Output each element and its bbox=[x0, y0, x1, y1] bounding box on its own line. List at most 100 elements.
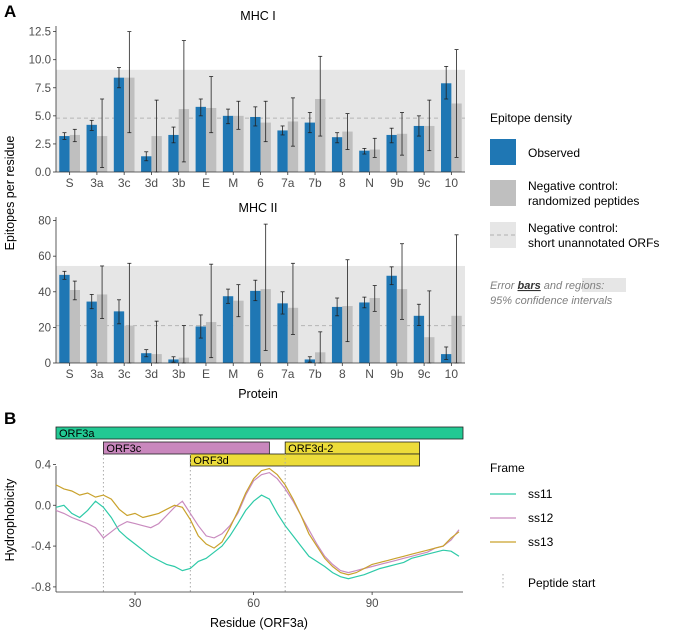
y-tick-label: 12.5 bbox=[29, 27, 51, 39]
orf-bar-orf3d bbox=[189, 453, 420, 467]
series-line-ss13 bbox=[55, 467, 460, 576]
x-tick-label-S: S bbox=[66, 176, 74, 190]
legend-frame: Frame ss11 ss12 ss13 Peptide start bbox=[490, 461, 596, 590]
y-tick-label: 0.0 bbox=[35, 500, 51, 512]
series-line-ss11 bbox=[55, 494, 460, 580]
x-tick-label-M: M bbox=[228, 367, 238, 381]
randomized-bar-S bbox=[69, 290, 80, 363]
x-tick-label-9b: 9b bbox=[390, 176, 404, 190]
randomized-bar-7a bbox=[287, 121, 299, 172]
x-tick-label-7b: 7b bbox=[308, 176, 322, 190]
legend-randomized-swatch bbox=[490, 180, 516, 206]
panel-a-letter: A bbox=[4, 2, 16, 21]
y-tick-label: 5.0 bbox=[35, 111, 51, 123]
x-tick-label-10: 10 bbox=[445, 176, 459, 190]
legend-a-title: Epitope density bbox=[490, 111, 572, 125]
mhc1-bar-chart: 0.0 2.5 5.0 7.5 10.0 12.5 S 3a 3c 3d 3b E M 6 7a 7b 8 N 9b… bbox=[29, 26, 465, 190]
observed-bar-3a bbox=[86, 124, 97, 172]
x-tick-label-M: M bbox=[228, 176, 238, 190]
x-tick-label-9c: 9c bbox=[418, 176, 431, 190]
x-tick-label-3d: 3d bbox=[145, 176, 158, 190]
observed-bar-9b bbox=[386, 134, 397, 172]
observed-bar-3b bbox=[168, 134, 179, 172]
observed-bar-6 bbox=[250, 116, 261, 172]
x-tick-label-6: 6 bbox=[257, 176, 264, 190]
x-tick-label-7a: 7a bbox=[281, 367, 295, 381]
observed-bar-6 bbox=[250, 290, 261, 363]
observed-bar-7b bbox=[304, 122, 316, 172]
observed-bar-3a bbox=[86, 301, 97, 363]
legend-orfs-label-1: Negative control: bbox=[528, 221, 618, 235]
observed-bar-M bbox=[222, 115, 234, 172]
note-regions-highlight bbox=[582, 278, 626, 292]
x-tick-label-S: S bbox=[66, 367, 74, 381]
y-tick-label: 20 bbox=[38, 322, 51, 334]
x-tick-label-9c: 9c bbox=[418, 367, 431, 381]
observed-bar-8 bbox=[331, 306, 343, 363]
y-tick-label: 0 bbox=[45, 358, 51, 370]
x-tick-label-10: 10 bbox=[445, 367, 459, 381]
x-tick-label-E: E bbox=[202, 176, 210, 190]
randomized-bar-N bbox=[369, 298, 380, 363]
observed-bar-3d bbox=[141, 156, 152, 172]
legend-randomized-label-2: randomized peptides bbox=[528, 194, 639, 208]
randomized-bar-E bbox=[205, 107, 217, 172]
orf-bar-orf3c bbox=[103, 441, 270, 455]
legend-epitope-density: Epitope density Observed Negative contro… bbox=[490, 111, 659, 307]
observed-bar-3c bbox=[113, 77, 125, 172]
observed-bar-3c bbox=[113, 311, 125, 363]
x-tick-label-3d: 3d bbox=[145, 367, 158, 381]
orf-label-orf3c: ORF3c bbox=[106, 443, 141, 455]
note-regions: regions bbox=[565, 280, 602, 292]
y-tick-label: 40 bbox=[38, 287, 51, 299]
note-bars: bars bbox=[518, 280, 541, 292]
observed-bar-9c bbox=[413, 315, 425, 363]
observed-bar-E bbox=[195, 106, 206, 172]
x-axis-label-a: Protein bbox=[238, 387, 278, 401]
observed-bar-N bbox=[359, 302, 370, 363]
hydrophobicity-line-chart: ORF3a ORF3c ORF3d-2 ORF3d -0.8 -0.4 0.0 0.4 30 60… bbox=[31, 426, 464, 610]
x-tick-label-7a: 7a bbox=[281, 176, 295, 190]
y-tick-label: 60 bbox=[38, 251, 51, 263]
legend-ss12-label: ss12 bbox=[528, 511, 554, 525]
x-tick-label-3b: 3b bbox=[172, 367, 186, 381]
y-tick-label: 0.0 bbox=[35, 167, 51, 179]
x-tick-label-3c: 3c bbox=[118, 176, 131, 190]
y-tick-label: -0.8 bbox=[31, 582, 51, 594]
randomized-bar-N bbox=[369, 149, 380, 172]
observed-bar-M bbox=[222, 296, 234, 363]
legend-peptide-label: Peptide start bbox=[528, 576, 596, 590]
observed-bar-E bbox=[195, 326, 206, 363]
y-axis-label-a: Epitopes per residue bbox=[3, 136, 17, 251]
x-tick-label-8: 8 bbox=[339, 176, 346, 190]
observed-bar-10 bbox=[441, 83, 452, 172]
mhc2-bar-chart: 0 20 40 60 80 S 3a 3c 3d 3b E M 6 7a 7b 8 N 9b 9c 10 bbox=[38, 216, 465, 381]
randomized-bar-9b bbox=[396, 289, 408, 363]
randomized-bar-6 bbox=[260, 122, 271, 172]
legend-note-line1: Error bars and regions: bbox=[490, 280, 604, 292]
legend-note-line2: 95% confidence intervals bbox=[490, 295, 613, 307]
y-tick-label: 80 bbox=[38, 216, 51, 228]
orf-label-orf3a: ORF3a bbox=[59, 428, 95, 440]
legend-randomized-label-1: Negative control: bbox=[528, 179, 618, 193]
observed-bar-9b bbox=[386, 275, 397, 363]
panel-b-letter: B bbox=[4, 409, 16, 428]
observed-bar-7a bbox=[277, 130, 288, 172]
observed-bar-S bbox=[59, 274, 70, 363]
randomized-bar-7a bbox=[287, 307, 299, 363]
x-tick-label-N: N bbox=[365, 176, 374, 190]
x-tick-label-E: E bbox=[202, 367, 210, 381]
observed-bar-8 bbox=[331, 137, 343, 172]
x-tick-label-6: 6 bbox=[257, 367, 264, 381]
observed-bar-S bbox=[59, 136, 70, 172]
mhc1-title: MHC I bbox=[240, 9, 275, 23]
randomized-bar-M bbox=[233, 115, 244, 172]
randomized-bar-8 bbox=[342, 131, 353, 172]
observed-bar-N bbox=[359, 150, 370, 172]
x-tick-label-9b: 9b bbox=[390, 367, 404, 381]
x-tick-label-3a: 3a bbox=[90, 176, 104, 190]
orf-label-orf3d: ORF3d bbox=[193, 455, 228, 467]
x-tick-label-N: N bbox=[365, 367, 374, 381]
randomized-bar-M bbox=[233, 300, 244, 363]
observed-bar-7a bbox=[277, 303, 288, 363]
